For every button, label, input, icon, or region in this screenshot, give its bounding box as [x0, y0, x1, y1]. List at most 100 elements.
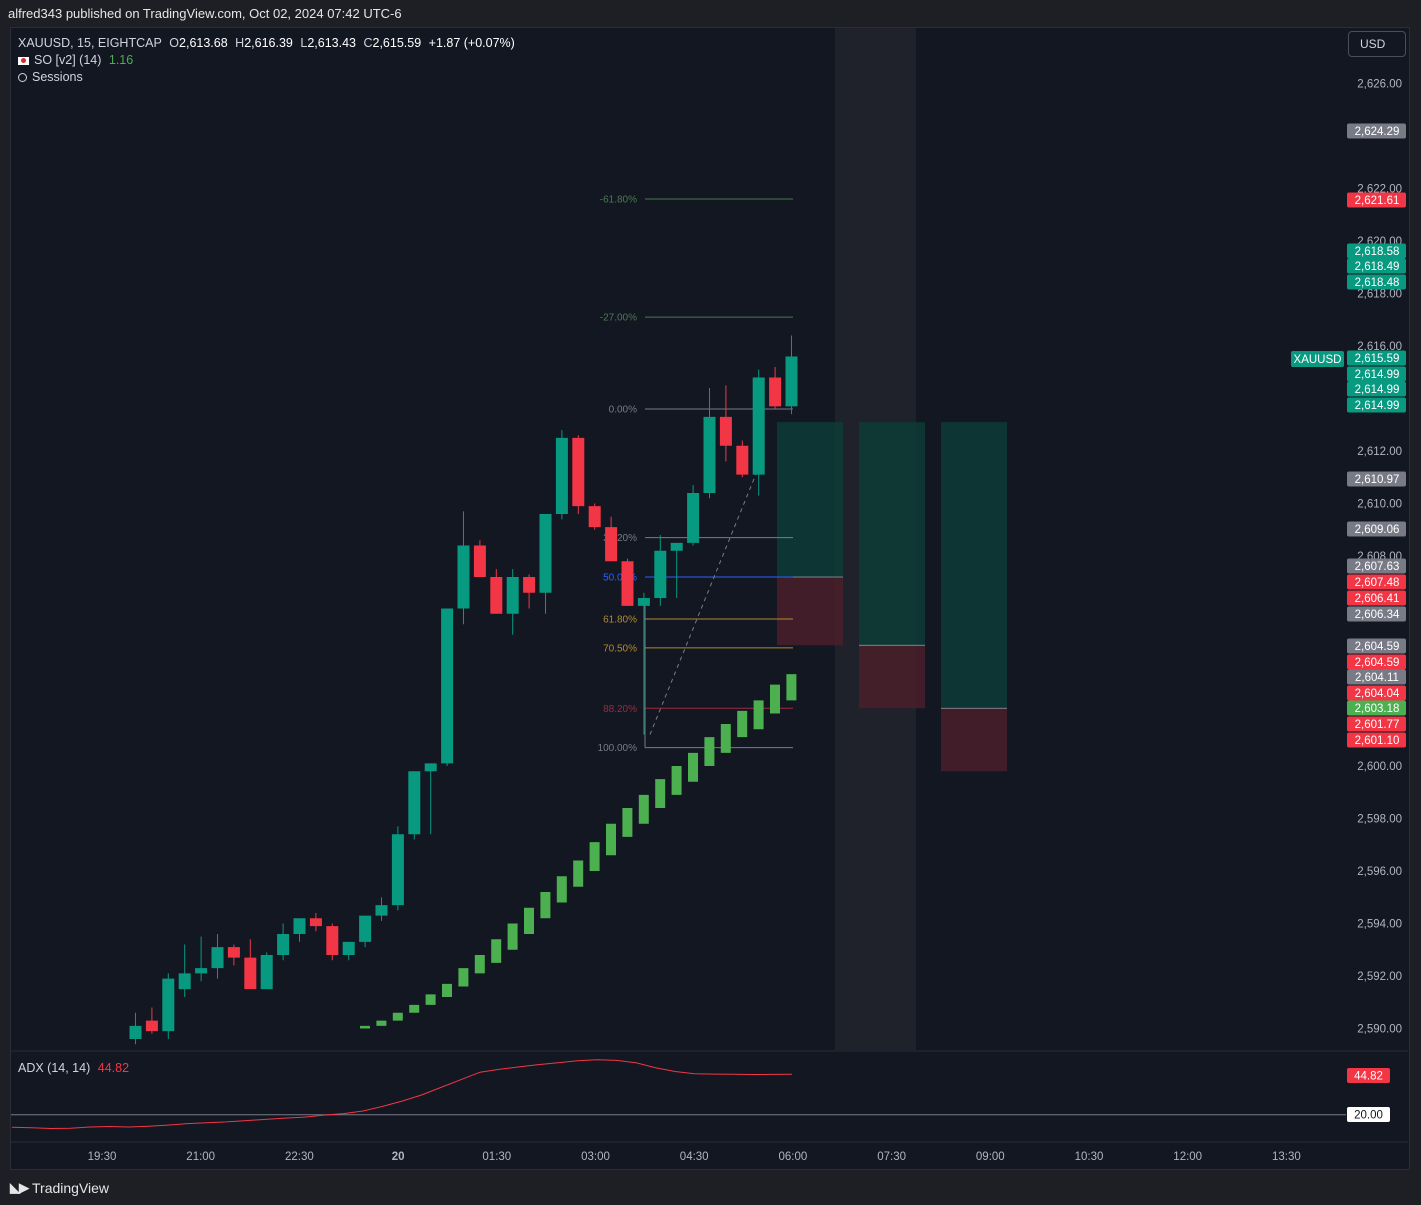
- adx-line: [11, 1059, 793, 1130]
- price-badge: [1347, 381, 1406, 397]
- price-badge: [1347, 243, 1406, 259]
- price-badge-label: 2,618.48: [1355, 277, 1400, 289]
- indicator-bar: [458, 968, 469, 987]
- adx-indicator-value: 44.82: [97, 1061, 130, 1075]
- candle-down: [326, 926, 339, 955]
- price-badge-label: 2,624.29: [1355, 126, 1400, 138]
- indicator-bar: [474, 955, 485, 974]
- price-badge-label: 2,606.41: [1355, 593, 1400, 605]
- price-badge: [1347, 654, 1406, 670]
- price-badge-label: 2,601.10: [1355, 735, 1400, 747]
- footer-brand[interactable]: ◣▶ TradingView: [10, 1180, 109, 1196]
- price-badge-label: 2,618.58: [1355, 246, 1400, 258]
- candle-down: [605, 527, 618, 562]
- candle-up: [162, 978, 175, 1032]
- price-badge-label: 2,604.59: [1355, 641, 1400, 653]
- candle-up: [260, 955, 273, 990]
- candle-up: [457, 545, 470, 609]
- currency-button[interactable]: USD: [1348, 31, 1406, 57]
- open-label: O: [169, 36, 180, 50]
- indicator-bar: [392, 1012, 403, 1021]
- candle-down: [145, 1020, 158, 1032]
- x-tick-label: 09:00: [976, 1151, 1005, 1163]
- price-badge-label: 2,607.63: [1355, 561, 1400, 573]
- candle-down: [621, 561, 634, 606]
- open-value: 2,613.68: [179, 36, 228, 50]
- y-tick-label: 2,600.00: [1357, 761, 1402, 773]
- candle-down: [309, 918, 322, 927]
- indicator-bar: [360, 1025, 370, 1029]
- symbol-label[interactable]: XAUUSD, 15, EIGHTCAP: [18, 36, 162, 50]
- position-stop-zone: [777, 577, 843, 646]
- candle-up: [195, 968, 208, 974]
- candle-down: [719, 416, 732, 446]
- price-badge-label: 2,609.06: [1355, 524, 1400, 536]
- price-badge: [1347, 700, 1406, 716]
- x-tick-label: 21:00: [186, 1151, 215, 1163]
- x-tick-label: 20: [392, 1151, 405, 1163]
- candle-up: [178, 973, 191, 990]
- candle-up: [752, 377, 765, 475]
- price-badge-label: 2,601.77: [1355, 719, 1400, 731]
- candle-down: [736, 445, 749, 475]
- price-badge: [1347, 590, 1406, 606]
- fib-level-label: 61.80%: [603, 615, 637, 626]
- adx-value-badge-label: 44.82: [1354, 1071, 1383, 1083]
- price-badge: [1347, 123, 1406, 139]
- y-tick-label: 2,592.00: [1357, 971, 1402, 983]
- indicator-bar: [409, 1004, 420, 1013]
- position-target-zone: [777, 422, 843, 577]
- x-tick-label: 13:30: [1272, 1151, 1301, 1163]
- price-badge-label: 2,604.04: [1355, 688, 1400, 700]
- price-badge: [1347, 258, 1406, 274]
- candle-up: [441, 608, 454, 764]
- price-badge-label: 2,603.18: [1355, 703, 1400, 715]
- indicator-bar: [655, 779, 666, 808]
- price-badge: [1347, 350, 1406, 366]
- indicator-legend-sessions[interactable]: Sessions: [18, 70, 87, 84]
- candle-up: [555, 437, 568, 514]
- position-stop-zone: [941, 708, 1007, 772]
- publish-caption: alfred343 published on TradingView.com, …: [8, 6, 402, 21]
- price-badge: [1347, 192, 1406, 208]
- candle-down: [244, 957, 257, 990]
- candle-down: [473, 545, 486, 577]
- chart-frame[interactable]: [10, 27, 1410, 1170]
- price-badge-label: 2,618.49: [1355, 261, 1400, 273]
- indicator-bar: [720, 724, 731, 753]
- x-tick-label: 01:30: [482, 1151, 511, 1163]
- candle-up: [375, 905, 388, 916]
- x-tick-label: 10:30: [1075, 1151, 1104, 1163]
- price-badge: [1347, 716, 1406, 732]
- high-label: H: [235, 36, 245, 50]
- position-target-zone: [941, 422, 1007, 709]
- candle-down: [769, 377, 782, 407]
- indicator-bar: [425, 994, 436, 1005]
- candle-up: [654, 550, 667, 598]
- symbol-tag-label: XAUUSD: [1294, 354, 1342, 366]
- fib-level-label: 38.20%: [603, 533, 637, 544]
- indicator-bar: [556, 876, 567, 903]
- flag-icon: [18, 56, 29, 65]
- adx-legend[interactable]: ADX (14, 14) 44.82: [18, 1061, 133, 1075]
- indicator-legend-so[interactable]: SO [v2] (14) 1.16: [18, 53, 137, 67]
- price-badge: [1347, 397, 1406, 413]
- candle-up: [129, 1025, 142, 1039]
- candle-up: [342, 941, 355, 955]
- stopwatch-icon: [18, 73, 27, 83]
- candle-down: [490, 577, 503, 614]
- y-tick-label: 2,590.00: [1357, 1024, 1402, 1036]
- y-tick-label: 2,610.00: [1357, 499, 1402, 511]
- indicator-bar: [622, 808, 633, 837]
- adx-reference-badge: [1347, 1107, 1390, 1122]
- indicator-bar: [606, 823, 616, 856]
- candle-up: [293, 918, 306, 934]
- x-tick-label: 06:00: [779, 1151, 808, 1163]
- fib-level-label: 100.00%: [598, 743, 638, 754]
- price-badge-label: 2,604.59: [1355, 657, 1400, 669]
- indicator-bar: [376, 1020, 387, 1026]
- fib-trend-line: [649, 463, 761, 735]
- y-tick-label: 2,618.00: [1357, 289, 1402, 301]
- y-tick-label: 2,612.00: [1357, 446, 1402, 458]
